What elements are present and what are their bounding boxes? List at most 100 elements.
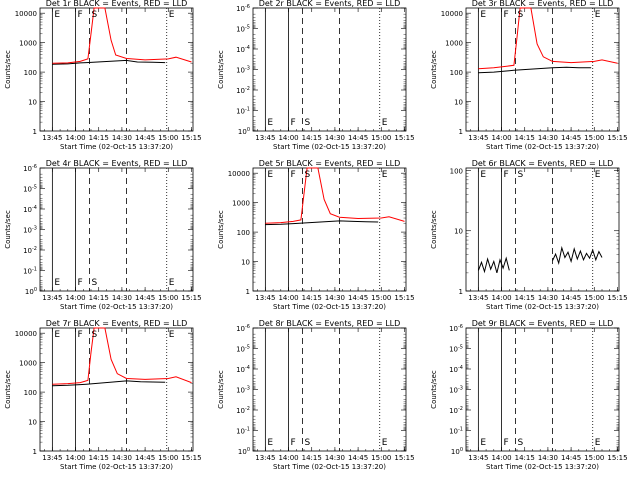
x-tick-label: 13:45	[468, 134, 488, 142]
y-axis-label: Counts/sec	[430, 210, 438, 249]
x-tick-label: 14:00	[491, 294, 511, 302]
marker-label: E	[382, 438, 388, 448]
marker-label: E	[169, 330, 175, 340]
marker-label: E	[595, 438, 601, 448]
x-tick-label: 14:30	[538, 294, 558, 302]
x-tick-label: 13:45	[468, 454, 488, 462]
plot-frame	[465, 327, 620, 452]
plot-title: Det 3r BLACK = Events, RED = LLD	[472, 0, 614, 8]
y-tick-label: 10-1	[449, 427, 463, 436]
y-tick-label: 10-4	[236, 45, 250, 54]
y-tick-label: 100	[238, 447, 250, 456]
x-axis-label: Start Time (02-Oct-15 13:37:20)	[273, 143, 386, 151]
x-tick-label: 14:45	[348, 454, 368, 462]
x-tick-label: 14:45	[135, 134, 155, 142]
plot-title: Det 5r BLACK = Events, RED = LLD	[259, 159, 401, 168]
marker-label: S	[517, 170, 523, 180]
marker-label: E	[382, 170, 388, 180]
plot-title: Det 8r BLACK = Events, RED = LLD	[259, 319, 401, 328]
y-tick-label: 1	[246, 288, 250, 296]
marker-label: E	[480, 10, 486, 20]
plot-title: Det 9r BLACK = Events, RED = LLD	[472, 319, 614, 328]
y-tick-label: 10-1	[23, 267, 37, 276]
marker-label: F	[291, 170, 296, 180]
x-tick-label: 15:15	[607, 134, 627, 142]
detector-plot-1: Det 1r BLACK = Events, RED = LLD Start Ti…	[4, 0, 202, 151]
x-tick-label: 14:15	[515, 454, 535, 462]
y-tick-label: 1000	[19, 40, 37, 48]
x-tick-label: 14:30	[112, 294, 132, 302]
marker-label: E	[267, 438, 273, 448]
y-tick-label: 10000	[228, 170, 250, 178]
marker-label: S	[304, 118, 310, 128]
x-tick-label: 14:00	[65, 454, 85, 462]
y-tick-label: 10-5	[236, 345, 250, 354]
series-events-line	[552, 245, 603, 265]
plot-frame	[39, 167, 194, 292]
x-tick-label: 14:30	[112, 454, 132, 462]
x-tick-label: 14:00	[278, 294, 298, 302]
x-tick-label: 14:45	[135, 454, 155, 462]
x-tick-label: 14:15	[89, 134, 109, 142]
plot-title: Det 4r BLACK = Events, RED = LLD	[46, 159, 188, 168]
y-tick-label: 100	[238, 127, 250, 136]
x-tick-label: 14:30	[325, 454, 345, 462]
y-tick-label: 10-3	[449, 386, 463, 395]
marker-label: E	[169, 278, 175, 288]
marker-label: S	[517, 10, 523, 20]
plot-frame	[39, 7, 194, 132]
x-tick-label: 15:00	[158, 454, 178, 462]
y-tick-label: 10000	[15, 330, 37, 338]
y-tick-label: 1	[459, 288, 463, 296]
marker-label: E	[54, 330, 60, 340]
y-axis-label: Counts/sec	[217, 50, 225, 89]
marker-label: F	[504, 438, 509, 448]
y-tick-label: 10-6	[23, 164, 37, 173]
y-tick-label: 10-5	[236, 25, 250, 34]
x-tick-label: 14:00	[491, 134, 511, 142]
x-tick-label: 14:30	[538, 134, 558, 142]
x-tick-label: 14:00	[491, 454, 511, 462]
x-tick-label: 14:00	[65, 294, 85, 302]
x-tick-label: 14:45	[561, 294, 581, 302]
plot-frame	[252, 7, 407, 132]
y-tick-label: 1	[459, 128, 463, 136]
y-tick-label: 100	[25, 287, 37, 296]
x-axis-label: Start Time (02-Oct-15 13:37:20)	[486, 463, 599, 471]
y-axis-label: Counts/sec	[217, 210, 225, 249]
y-tick-label: 10-5	[449, 345, 463, 354]
y-tick-label: 1	[33, 448, 37, 456]
x-tick-label: 14:15	[302, 294, 322, 302]
y-tick-label: 10	[28, 419, 37, 427]
x-tick-label: 14:15	[89, 454, 109, 462]
x-tick-label: 15:00	[584, 454, 604, 462]
series-lld-line	[52, 327, 192, 385]
y-tick-label: 10-3	[23, 226, 37, 235]
x-tick-label: 14:00	[278, 454, 298, 462]
y-axis-label: Counts/sec	[430, 50, 438, 89]
y-tick-label: 10-3	[236, 66, 250, 75]
detector-plot-9: Det 9r BLACK = Events, RED = LLD Start Ti…	[430, 319, 628, 471]
marker-label: S	[91, 278, 97, 288]
x-tick-label: 14:30	[325, 134, 345, 142]
plot-frame	[465, 167, 620, 292]
plot-frame	[39, 327, 194, 452]
x-tick-label: 14:15	[302, 454, 322, 462]
marker-label: F	[78, 330, 83, 340]
plot-frame	[252, 327, 407, 452]
y-tick-label: 10	[28, 99, 37, 107]
x-axis-label: Start Time (02-Oct-15 13:37:20)	[60, 303, 173, 311]
x-tick-label: 14:15	[89, 294, 109, 302]
marker-label: F	[504, 10, 509, 20]
y-tick-label: 10	[454, 228, 463, 236]
marker-label: S	[304, 438, 310, 448]
x-tick-label: 15:00	[584, 294, 604, 302]
detector-plot-4: Det 4r BLACK = Events, RED = LLD Start Ti…	[4, 159, 202, 311]
x-tick-label: 13:45	[42, 454, 62, 462]
x-tick-label: 14:00	[65, 134, 85, 142]
x-tick-label: 13:45	[255, 294, 275, 302]
series-lld-line	[265, 167, 405, 224]
x-tick-label: 14:30	[325, 294, 345, 302]
